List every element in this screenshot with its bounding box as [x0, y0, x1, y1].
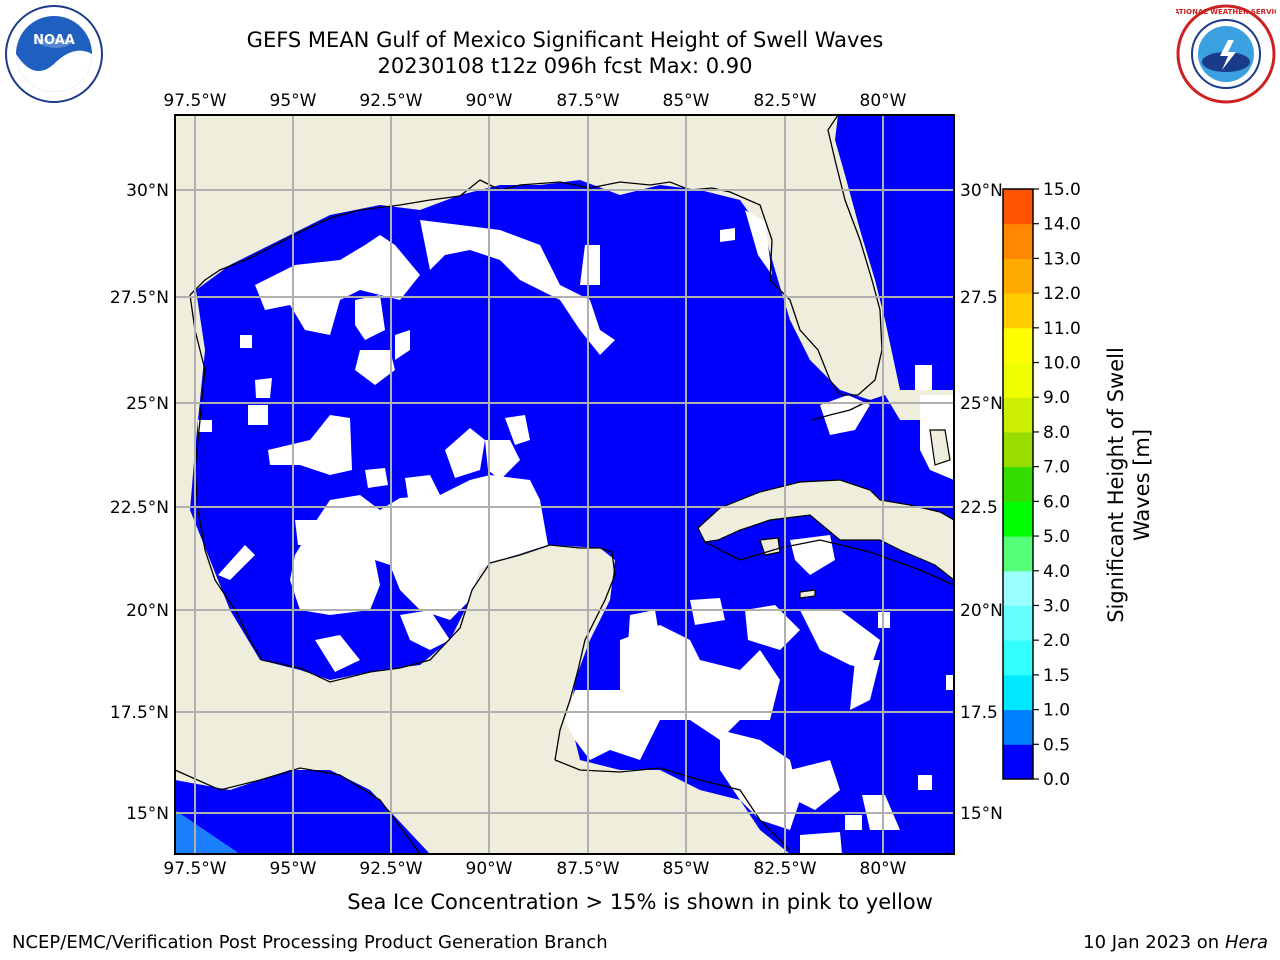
colorbar-tick-label: 10.0	[1043, 354, 1081, 374]
isle-of-youth	[759, 537, 781, 556]
cayman-island	[799, 589, 816, 599]
colorbar-tick-label: 4.0	[1043, 562, 1070, 582]
colorbar-segment	[1003, 674, 1033, 711]
lat-label-right: 27.5	[960, 288, 998, 308]
colorbar-tick-label: 1.5	[1043, 666, 1070, 686]
noaa-logo-icon: NOAA	[5, 5, 103, 103]
lon-label-bottom: 97.5°W	[163, 859, 226, 879]
lat-label-left: 27.5°N	[110, 288, 169, 308]
colorbar-segment	[1003, 466, 1033, 502]
andros-island	[929, 429, 951, 466]
footer-host: Hera	[1224, 932, 1268, 953]
colorbar-segment	[1003, 258, 1033, 294]
colorbar-tick-label: 1.0	[1043, 701, 1070, 721]
pacific-deep-corner	[175, 810, 240, 854]
colorbar-tick-label: 13.0	[1043, 249, 1081, 269]
colorbar-tick-label: 0.0	[1043, 770, 1070, 790]
colorbar-segment	[1003, 744, 1033, 780]
noaa-logo-text: NOAA	[33, 33, 75, 48]
lon-label-top: 80°W	[860, 91, 907, 111]
chart-title: GEFS MEAN Gulf of Mexico Significant Hei…	[246, 28, 884, 52]
colorbar-tick-label: 14.0	[1043, 215, 1081, 235]
lat-label-left: 20°N	[126, 601, 169, 621]
lon-label-bottom: 95°W	[270, 859, 317, 879]
cuba-south-coast	[704, 539, 954, 586]
footer-date: 10 Jan 2023 on Hera	[1083, 932, 1268, 953]
map-panel	[175, 115, 954, 854]
islands	[697, 429, 954, 599]
lon-label-bottom: 82.5°W	[753, 859, 816, 879]
colorbar-segment	[1003, 570, 1033, 606]
colorbar-tick-label: 6.0	[1043, 492, 1070, 512]
colorbar-segment	[1003, 293, 1033, 329]
colorbar-label-units: Waves [m]	[1130, 429, 1154, 541]
colorbar-segment	[1003, 362, 1033, 398]
lat-label-left: 30°N	[126, 181, 169, 201]
mexico-gulf-coast	[189, 294, 616, 761]
gridlines	[175, 115, 954, 854]
lon-label-top: 90°W	[466, 91, 513, 111]
colorbar-segment	[1003, 640, 1033, 676]
lon-label-top: 85°W	[663, 91, 710, 111]
colorbar-label: Significant Height of Swell	[1104, 347, 1128, 623]
colorbar-frame	[1002, 188, 1034, 780]
chart-subtitle: 20230108 t12z 096h fcst Max: 0.90	[377, 54, 753, 78]
lon-label-bottom: 87.5°W	[556, 859, 619, 879]
map-frame	[174, 114, 955, 855]
colorbar	[1003, 189, 1033, 780]
florida-keys	[811, 399, 871, 421]
lon-label-top: 87.5°W	[556, 91, 619, 111]
lon-label-bottom: 85°W	[663, 859, 710, 879]
lat-label-right: 30°N	[960, 181, 1003, 201]
nws-logo-text: NATIONAL WEATHER SERVICE	[1176, 8, 1276, 16]
central-america-coast	[554, 759, 791, 851]
sea-ice-note: Sea Ice Concentration > 15% is shown in …	[347, 890, 933, 914]
colorbar-segment	[1003, 501, 1033, 537]
lat-label-right: 20°N	[960, 601, 1003, 621]
colorbar-segment	[1003, 397, 1033, 433]
colorbar-tick-label: 7.0	[1043, 458, 1070, 478]
lon-label-top: 92.5°W	[359, 91, 422, 111]
colorbar-segment	[1003, 431, 1033, 468]
colorbar-segment	[1003, 189, 1033, 225]
nws-logo-icon: NATIONAL WEATHER SERVICE	[1176, 4, 1276, 104]
colorbar-segment	[1003, 709, 1033, 745]
atlantic-ocean	[835, 115, 954, 390]
lat-label-right: 22.5	[960, 498, 998, 518]
colorbar-tick-label: 8.0	[1043, 423, 1070, 443]
colorbar-segment	[1003, 327, 1033, 364]
lat-label-left: 25°N	[126, 394, 169, 414]
lon-label-bottom: 80°W	[860, 859, 907, 879]
lat-label-right: 17.5	[960, 703, 998, 723]
colorbar-tick-label: 11.0	[1043, 319, 1081, 339]
lon-label-bottom: 90°W	[466, 859, 513, 879]
lon-label-bottom: 92.5°W	[359, 859, 422, 879]
colorbar-tick-label: 3.0	[1043, 596, 1070, 616]
colorbar-tick-label: 5.0	[1043, 527, 1070, 547]
colorbar-segment	[1003, 605, 1033, 641]
colorbar-segment	[1003, 223, 1033, 259]
lat-label-right: 15°N	[960, 804, 1003, 824]
colorbar-ticks: 0.0 0.5 1.0 1.5 2.0 3.0 4.0 5.0 6.0 7.0 8.0 9.0 10.0…	[1033, 180, 1081, 790]
colorbar-tick-label: 12.0	[1043, 284, 1081, 304]
coastlines	[175, 115, 954, 854]
pacific-coast	[175, 767, 421, 854]
colorbar-segment	[1003, 536, 1033, 572]
lon-label-top: 95°W	[270, 91, 317, 111]
lat-label-left: 15°N	[126, 804, 169, 824]
lon-label-top: 97.5°W	[163, 91, 226, 111]
lat-label-left: 22.5°N	[110, 498, 169, 518]
footer-date-text: 10 Jan 2023 on	[1083, 932, 1225, 953]
cuba-landmass	[697, 479, 954, 581]
colorbar-tick-label: 9.0	[1043, 388, 1070, 408]
lon-label-top: 82.5°W	[753, 91, 816, 111]
footer-credit: NCEP/EMC/Verification Post Processing Pr…	[12, 932, 608, 953]
colorbar-tick-label: 0.5	[1043, 735, 1070, 755]
colorbar-tick-label: 15.0	[1043, 180, 1081, 200]
lat-label-left: 17.5°N	[110, 703, 169, 723]
colorbar-tick-label: 2.0	[1043, 631, 1070, 651]
lat-label-right: 25°N	[960, 394, 1003, 414]
